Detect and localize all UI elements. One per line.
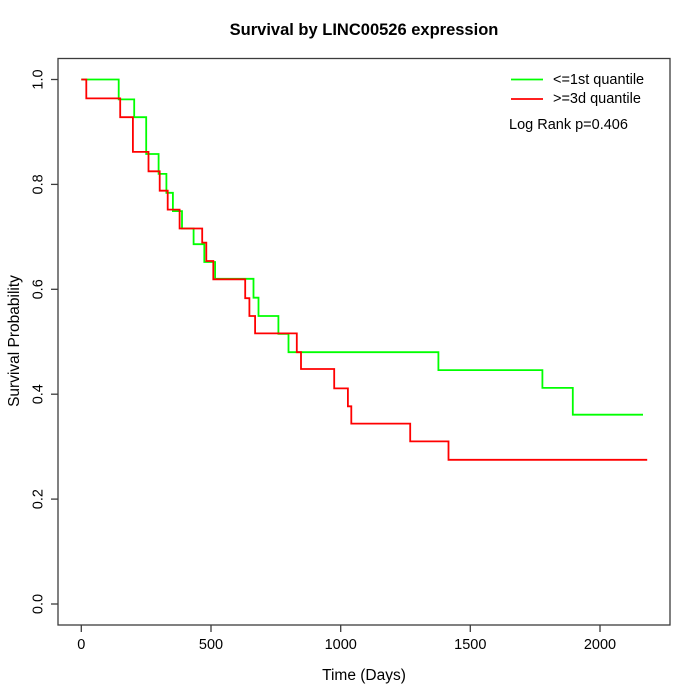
plot-box <box>57 57 671 626</box>
y-tick-label: 0.6 <box>31 279 47 299</box>
legend-label-third-quantile: >=3d quantile <box>553 91 641 107</box>
y-tick-label: 1.0 <box>31 69 47 89</box>
chart-title: Survival by LINC00526 expression <box>229 21 499 39</box>
survival-curve-low-expression <box>81 78 643 416</box>
x-tick-label: 2000 <box>584 637 616 653</box>
x-tick-label: 500 <box>199 637 223 653</box>
x-axis-label: Time (Days) <box>322 667 406 684</box>
y-tick-label: 0.2 <box>31 489 47 509</box>
survival-curve-high-expression <box>81 78 648 461</box>
legend-label-first-quantile: <=1st quantile <box>553 72 645 88</box>
y-tick-label: 0.4 <box>31 384 47 404</box>
x-tick-label: 1000 <box>325 637 357 653</box>
x-tick-label: 0 <box>77 637 85 653</box>
y-tick-label: 0.0 <box>31 594 47 614</box>
log-rank-annotation: Log Rank p=0.406 <box>509 117 628 133</box>
y-tick-label: 0.8 <box>31 174 47 194</box>
y-axis-label: Survival Probability <box>6 275 23 407</box>
x-tick-label: 1500 <box>454 637 486 653</box>
